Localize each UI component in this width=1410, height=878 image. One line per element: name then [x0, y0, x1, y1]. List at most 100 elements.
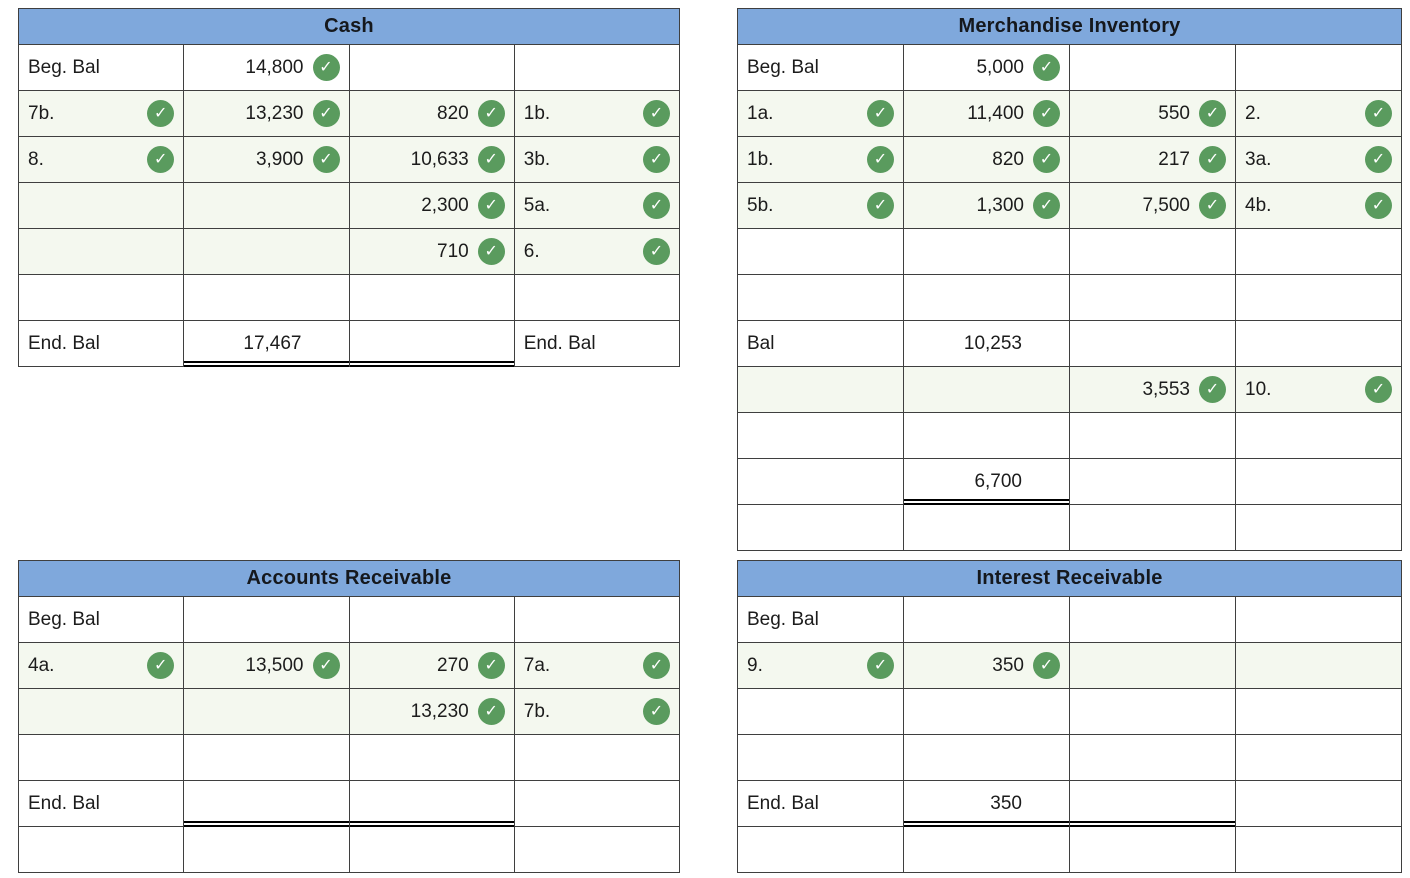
- entry-label-cell: Bal: [738, 321, 904, 367]
- amount-cell[interactable]: 7,500 ✓: [1070, 183, 1236, 229]
- cell-text: Beg. Bal: [28, 56, 100, 78]
- entry-label-cell[interactable]: 8. ✓: [19, 137, 185, 183]
- amount-cell[interactable]: 270 ✓: [349, 643, 515, 689]
- amount-cell: [904, 229, 1070, 275]
- entry-label-cell: [1236, 781, 1402, 827]
- amount-cell[interactable]: 710 ✓: [349, 229, 515, 275]
- amount-cell: [349, 275, 515, 321]
- entry-label-cell[interactable]: 4a. ✓: [19, 643, 185, 689]
- check-icon: ✓: [312, 100, 340, 127]
- check-icon: ✓: [312, 146, 340, 173]
- amount-cell: [1070, 689, 1236, 735]
- amount-cell[interactable]: 217 ✓: [1070, 137, 1236, 183]
- cell-text: End. Bal: [747, 792, 819, 814]
- entry-label-cell: End. Bal: [514, 321, 680, 367]
- double-underline: [1070, 821, 1235, 827]
- entry-label-cell: End. Bal: [19, 321, 185, 367]
- amount-cell[interactable]: 820 ✓: [904, 137, 1070, 183]
- cell-text: 10,633: [410, 148, 469, 170]
- amount-cell: [1070, 321, 1236, 367]
- entry-label-cell[interactable]: 2. ✓: [1236, 91, 1402, 137]
- amount-cell: [349, 321, 515, 367]
- cell-text: 1a.: [747, 102, 774, 124]
- cell-text: 5,000: [976, 56, 1024, 78]
- amount-cell[interactable]: 3,553 ✓: [1070, 367, 1236, 413]
- amount-cell[interactable]: 2,300 ✓: [349, 183, 515, 229]
- amount-cell[interactable]: 13,230 ✓: [184, 91, 350, 137]
- cell-text: 8.: [28, 148, 44, 170]
- amount-cell: 350: [904, 781, 1070, 827]
- check-icon: ✓: [477, 238, 505, 265]
- entry-label-cell[interactable]: 1b. ✓: [738, 137, 904, 183]
- entry-label-cell[interactable]: 5b. ✓: [738, 183, 904, 229]
- cell-text: 7b.: [523, 700, 551, 722]
- check-icon: ✓: [147, 100, 175, 127]
- entry-label-cell: [19, 827, 185, 873]
- check-icon: ✓: [1365, 146, 1392, 173]
- amount-cell[interactable]: 14,800 ✓: [184, 45, 350, 91]
- entry-label-cell[interactable]: 3b. ✓: [514, 137, 680, 183]
- amount-cell: [1070, 781, 1236, 827]
- amount-cell: [349, 45, 515, 91]
- amount-cell: [184, 781, 350, 827]
- amount-cell[interactable]: 13,230 ✓: [349, 689, 515, 735]
- entry-label-cell: [1236, 275, 1402, 321]
- check-icon: ✓: [867, 192, 894, 219]
- amount-cell: [184, 735, 350, 781]
- cell-text: 4b.: [1245, 194, 1272, 216]
- amount-cell: [1070, 275, 1236, 321]
- amount-cell: [904, 827, 1070, 873]
- entry-label-cell[interactable]: 1b. ✓: [514, 91, 680, 137]
- entry-label-cell: Beg. Bal: [738, 597, 904, 643]
- check-icon: ✓: [1199, 376, 1226, 403]
- cell-text: 7a.: [523, 654, 551, 676]
- cell-text: 5b.: [747, 194, 774, 216]
- amount-cell[interactable]: 3,900 ✓: [184, 137, 350, 183]
- entry-label-cell[interactable]: 3a. ✓: [1236, 137, 1402, 183]
- entry-label-cell: [738, 229, 904, 275]
- entry-label-cell: [738, 413, 904, 459]
- cell-text: 820: [992, 148, 1024, 170]
- entry-label-cell[interactable]: 10. ✓: [1236, 367, 1402, 413]
- amount-cell[interactable]: 1,300 ✓: [904, 183, 1070, 229]
- check-icon: ✓: [147, 652, 175, 679]
- entry-label-cell[interactable]: 5a. ✓: [514, 183, 680, 229]
- cell-text: 13,500: [245, 654, 304, 676]
- amount-cell: [349, 781, 515, 827]
- cell-text: 350: [992, 654, 1024, 676]
- cell-text: 14,800: [245, 56, 304, 78]
- entry-label-cell: [514, 827, 680, 873]
- amount-cell[interactable]: 5,000 ✓: [904, 45, 1070, 91]
- account-title: Interest Receivable: [737, 560, 1402, 597]
- amount-cell[interactable]: 350 ✓: [904, 643, 1070, 689]
- entry-label-cell[interactable]: 7b. ✓: [19, 91, 185, 137]
- cell-text: 6,700: [974, 470, 1022, 492]
- check-icon: ✓: [867, 100, 894, 127]
- cell-text: 1,300: [976, 194, 1024, 216]
- amount-cell[interactable]: 11,400 ✓: [904, 91, 1070, 137]
- account-grid: Beg. Bal 14,800 ✓ 7b. ✓ 13,230 ✓ 820 ✓ 1b. ✓ 8. ✓ 3,9…: [18, 45, 680, 367]
- check-icon: ✓: [1365, 192, 1392, 219]
- double-underline: [349, 361, 514, 367]
- cell-text: Bal: [747, 332, 775, 354]
- cell-text: 11,400: [967, 102, 1024, 124]
- entry-label-cell[interactable]: 4b. ✓: [1236, 183, 1402, 229]
- entry-label-cell[interactable]: 6. ✓: [514, 229, 680, 275]
- entry-label-cell: [19, 183, 185, 229]
- entry-label-cell: [1236, 229, 1402, 275]
- amount-cell[interactable]: 820 ✓: [349, 91, 515, 137]
- entry-label-cell: [738, 275, 904, 321]
- cell-text: 5a.: [523, 194, 551, 216]
- amount-cell: [904, 689, 1070, 735]
- entry-label-cell[interactable]: 7b. ✓: [514, 689, 680, 735]
- amount-cell[interactable]: 10,633 ✓: [349, 137, 515, 183]
- amount-cell[interactable]: 13,500 ✓: [184, 643, 350, 689]
- entry-label-cell: [1236, 827, 1402, 873]
- amount-cell[interactable]: 550 ✓: [1070, 91, 1236, 137]
- entry-label-cell[interactable]: 7a. ✓: [514, 643, 680, 689]
- entry-label-cell: Beg. Bal: [738, 45, 904, 91]
- entry-label-cell[interactable]: 9. ✓: [738, 643, 904, 689]
- account-title: Cash: [18, 8, 680, 45]
- entry-label-cell[interactable]: 1a. ✓: [738, 91, 904, 137]
- entry-label-cell: [514, 735, 680, 781]
